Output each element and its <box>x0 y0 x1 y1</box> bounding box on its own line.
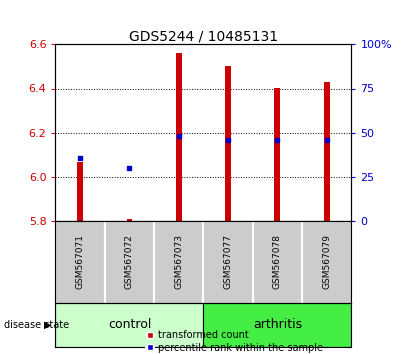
Text: control: control <box>108 318 151 331</box>
Bar <box>55 303 203 347</box>
Text: GSM567078: GSM567078 <box>273 234 282 290</box>
Text: GSM567073: GSM567073 <box>174 234 183 290</box>
Bar <box>203 303 351 347</box>
Bar <box>77 161 83 221</box>
Text: arthritis: arthritis <box>253 318 302 331</box>
Text: ▶: ▶ <box>44 320 52 330</box>
Bar <box>127 219 132 221</box>
Text: GSM567071: GSM567071 <box>76 234 85 290</box>
Text: GSM567077: GSM567077 <box>224 234 233 290</box>
Text: disease state: disease state <box>4 320 69 330</box>
Bar <box>275 88 280 221</box>
Text: GSM567079: GSM567079 <box>322 234 331 290</box>
Legend: transformed count, percentile rank within the sample: transformed count, percentile rank withi… <box>146 330 323 353</box>
Bar <box>176 53 182 221</box>
Text: GSM567072: GSM567072 <box>125 234 134 290</box>
Bar <box>225 66 231 221</box>
Bar <box>324 82 330 221</box>
Title: GDS5244 / 10485131: GDS5244 / 10485131 <box>129 29 278 43</box>
